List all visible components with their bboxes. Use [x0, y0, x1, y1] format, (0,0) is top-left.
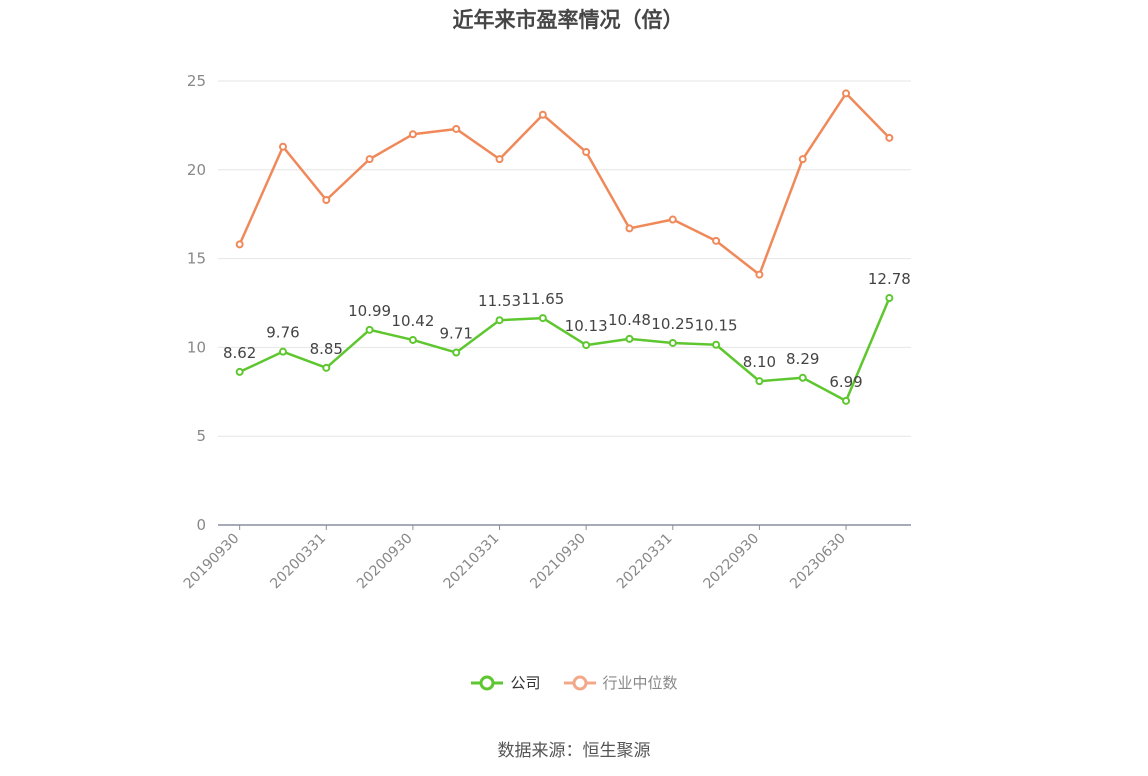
x-tick-label: 20220930	[701, 531, 763, 593]
data-label: 8.62	[223, 344, 256, 362]
data-label: 6.99	[829, 373, 862, 391]
data-point-company	[625, 334, 634, 343]
data-label: 10.42	[391, 312, 434, 330]
data-point-company	[712, 340, 721, 349]
data-label: 9.76	[266, 324, 299, 342]
legend-label-company: 公司	[510, 674, 541, 692]
data-label: 8.85	[310, 340, 343, 358]
data-point-industry	[365, 155, 374, 164]
y-tick-label: 25	[187, 72, 206, 90]
legend-label-industry: 行业中位数	[602, 674, 678, 692]
x-tick-label: 20190930	[181, 531, 243, 593]
legend-item-company[interactable]: 公司	[470, 672, 541, 693]
y-tick-label: 15	[187, 250, 206, 268]
legend-item-industry[interactable]: 行业中位数	[563, 672, 678, 693]
data-label: 11.65	[521, 290, 564, 308]
chart-title: 近年来市盈率情况（倍）	[452, 8, 684, 32]
data-point-industry	[885, 133, 894, 142]
data-point-company	[538, 314, 547, 323]
y-tick-label: 5	[196, 427, 206, 445]
data-point-company	[365, 325, 374, 334]
data-point-industry	[668, 215, 677, 224]
data-label: 11.53	[478, 292, 521, 310]
data-point-company	[322, 363, 331, 372]
x-tick-label: 20210331	[441, 531, 503, 593]
series	[235, 89, 894, 405]
data-point-company	[842, 396, 851, 405]
data-label: 12.78	[868, 270, 911, 288]
data-point-industry	[408, 130, 417, 139]
data-point-industry	[495, 155, 504, 164]
source-note: 数据来源：恒生聚源	[497, 741, 651, 761]
data-point-industry	[842, 89, 851, 98]
data-point-company	[582, 341, 591, 350]
data-point-industry	[452, 124, 461, 133]
data-point-company	[408, 335, 417, 344]
data-label: 10.99	[348, 302, 391, 320]
data-point-company	[278, 347, 287, 356]
legend-line-icon	[471, 675, 504, 690]
data-label: 10.15	[695, 317, 738, 335]
x-tick-label: 20200331	[267, 531, 329, 593]
x-tick-label: 20230630	[787, 531, 849, 593]
y-tick-label: 20	[187, 161, 206, 179]
legend-line-icon	[563, 675, 596, 690]
data-point-industry	[712, 236, 721, 245]
data-label: 9.71	[440, 325, 473, 343]
x-tick-label: 20210930	[527, 531, 589, 593]
data-point-company	[668, 338, 677, 347]
data-point-industry	[322, 195, 331, 204]
x-tick-label: 20200930	[354, 531, 416, 593]
x-tick-label: 20220331	[614, 531, 676, 593]
y-tick-label: 10	[187, 338, 206, 356]
data-point-company	[495, 316, 504, 325]
data-label: 10.25	[651, 315, 694, 333]
y-tick-label: 0	[196, 516, 206, 534]
line-chart: 0 5 10 15 20 25 20190930 20200331 20200930 202103…	[181, 72, 911, 593]
data-label: 8.10	[743, 353, 776, 371]
data-point-company	[798, 373, 807, 382]
data-point-industry	[798, 155, 807, 164]
data-point-industry	[538, 110, 547, 119]
legend: 公司 行业中位数	[0, 672, 1148, 693]
data-label: 10.13	[565, 317, 608, 335]
data-point-industry	[235, 240, 244, 249]
data-point-company	[452, 348, 461, 357]
data-point-industry	[755, 270, 764, 279]
data-point-company	[885, 294, 894, 303]
data-point-industry	[625, 224, 634, 233]
data-point-industry	[278, 142, 287, 151]
data-point-industry	[582, 148, 591, 157]
data-point-company	[755, 377, 764, 386]
data-label: 8.29	[786, 350, 819, 368]
data-label: 10.48	[608, 311, 651, 329]
series-line-company	[239, 297, 891, 403]
data-point-company	[235, 367, 244, 376]
series-line-industry	[238, 92, 891, 276]
grid-lines	[218, 80, 911, 437]
